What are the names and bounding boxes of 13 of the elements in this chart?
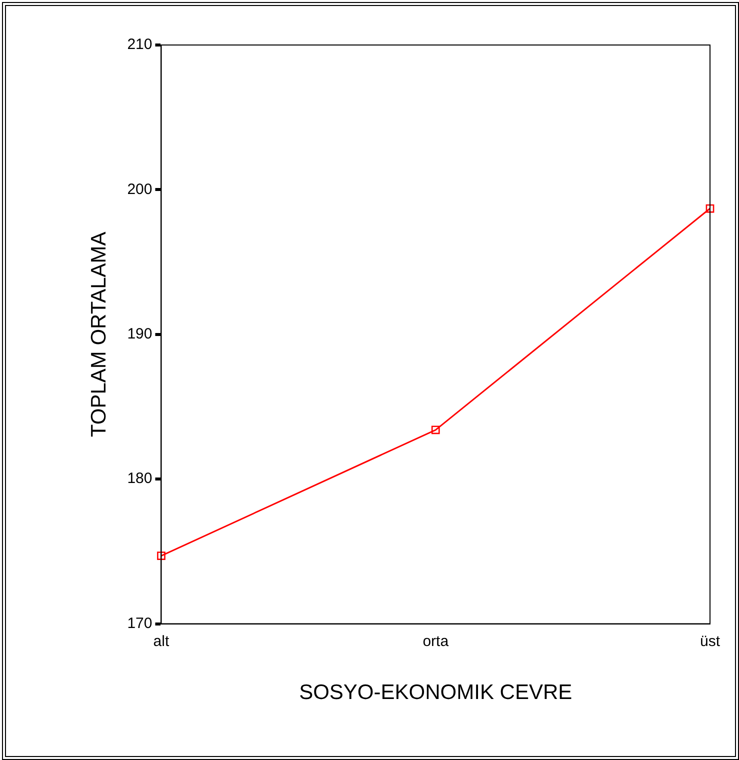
point [431, 426, 440, 434]
point [706, 204, 714, 213]
x-tick-label: üst [700, 632, 721, 650]
y-tick-label: 200 [127, 180, 152, 198]
x-tick-label: alt [153, 632, 170, 650]
y-tick-label: 190 [127, 326, 152, 343]
x-axis-title: SOSYO-EKONOMIK CEVRE [299, 681, 572, 704]
x-tick-label: orta [422, 632, 450, 650]
point [157, 552, 166, 560]
y-tick-label: 210 [127, 36, 152, 54]
y-axis-title: TOPLAM ORTALAMA [87, 232, 110, 438]
y-tick-label: 170 [127, 614, 152, 632]
y-tick-label: 180 [127, 470, 152, 488]
